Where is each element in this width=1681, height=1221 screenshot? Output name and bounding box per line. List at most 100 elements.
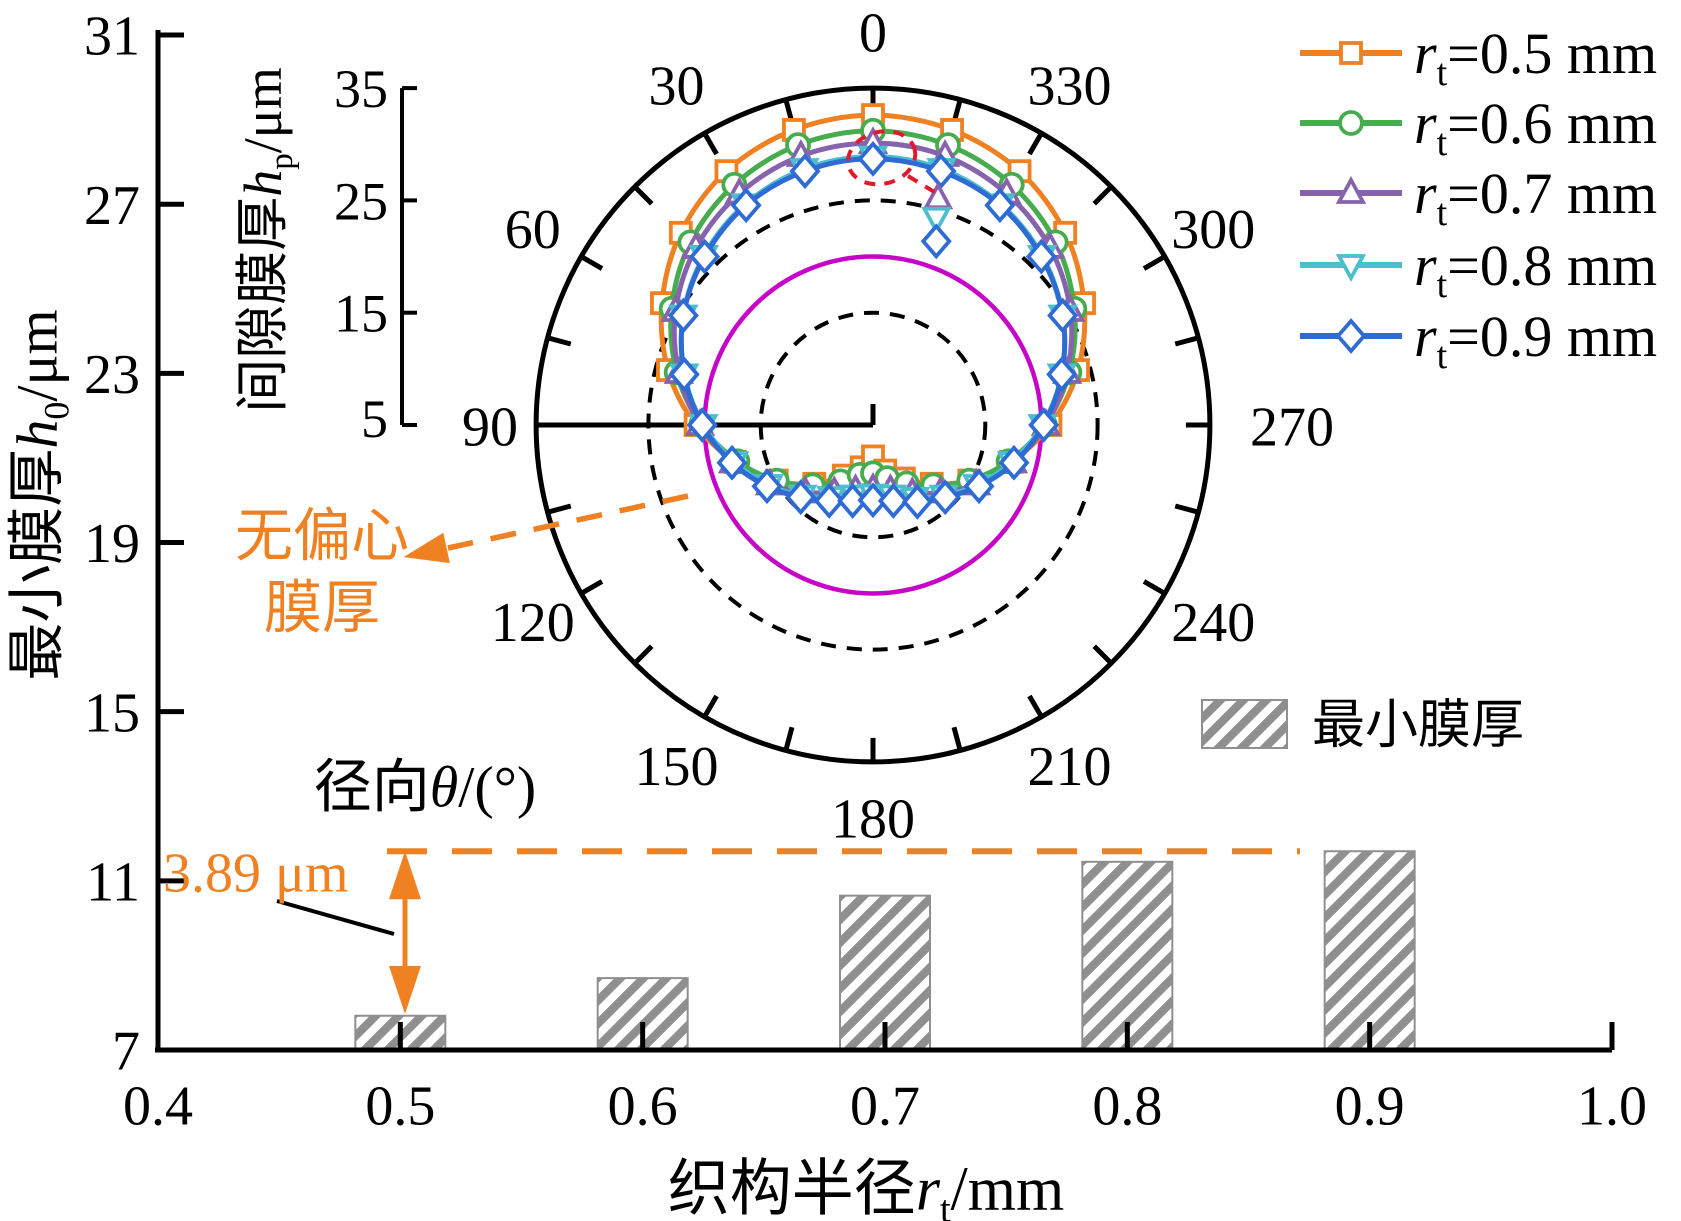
angle-tick-105: [546, 503, 572, 515]
bar-chart: 7 11 15 19 23 27 31 0.4 0.5 0.6 0.7 0.8 0.9 1.0 织构半径rt…: [4, 6, 1647, 1221]
angle-label-150: 150: [635, 736, 719, 798]
marker-diamond: [789, 153, 821, 190]
marker-diamond: [668, 356, 700, 393]
marker-diamond: [689, 238, 721, 275]
legend-marker-triangle-down: [1335, 254, 1367, 282]
no-eccentricity-label-1: 无偏心: [235, 503, 409, 568]
angle-axis-title: 径向θ/(°): [314, 754, 536, 819]
legend-label: rt=0.7 mm: [1414, 161, 1657, 234]
highlight-dashed-circle: [846, 129, 918, 187]
marker-diamond: [686, 407, 718, 443]
marker-diamond: [963, 468, 995, 505]
x-tick-label-1.0: 1.0: [1577, 1076, 1647, 1138]
gap-arrow-head-down: [389, 966, 421, 1014]
angle-label-60: 60: [505, 199, 561, 261]
marker-diamond: [813, 482, 845, 519]
deviation-diamond: [920, 223, 952, 260]
bar-rt-0.7: [838, 894, 931, 1051]
angle-tick-240: [1142, 579, 1167, 596]
angle-label-330: 330: [1027, 55, 1111, 117]
angle-tick-210: [1027, 694, 1044, 719]
legend-marker-diamond: [1335, 318, 1367, 354]
angle-tick-75: [546, 335, 572, 347]
y-tick-label-19: 19: [84, 513, 140, 575]
y-tick-label-11: 11: [86, 851, 140, 913]
marker-diamond: [751, 468, 783, 505]
gap-leader-line: [276, 899, 395, 936]
legend-label: rt=0.5 mm: [1414, 21, 1657, 94]
angle-label-90: 90: [462, 397, 518, 459]
marker-diamond: [857, 482, 889, 519]
x-tick-label-0.6: 0.6: [608, 1076, 678, 1138]
no-eccentricity-label-2: 膜厚: [264, 575, 380, 640]
x-tick-label-0.9: 0.9: [1335, 1076, 1405, 1138]
marker-diamond: [998, 444, 1030, 481]
y-tick-label-7: 7: [112, 1021, 140, 1083]
angle-tick-165: [783, 726, 795, 752]
no-eccentricity-dashed-arrow: [447, 493, 689, 551]
radial-axis: 35 25 15 5 间隙膜厚hp/μm: [233, 59, 417, 449]
x-tick-label-0.7: 0.7: [850, 1076, 920, 1138]
angle-label-240: 240: [1171, 592, 1255, 654]
y-tick-label-31: 31: [84, 6, 140, 68]
angle-tick-45: [633, 185, 654, 206]
marker-diamond: [785, 479, 817, 516]
legend-label: rt=0.6 mm: [1414, 91, 1657, 164]
y-tick-label-15: 15: [84, 682, 140, 744]
legend-entry-0.7mm: rt=0.7 mm: [1300, 161, 1657, 234]
angle-label-0: 0: [859, 3, 887, 65]
legend-entry-0.8mm: rt=0.8 mm: [1300, 233, 1657, 306]
angle-label-270: 270: [1250, 397, 1334, 459]
marker-diamond: [1047, 297, 1079, 334]
series-rt-0.9-mm: [667, 140, 1079, 520]
angle-label-300: 300: [1171, 199, 1255, 261]
angle-label-180: 180: [831, 789, 915, 851]
angle-label-30: 30: [649, 55, 705, 117]
marker-diamond: [1025, 238, 1057, 275]
marker-diamond: [929, 479, 961, 516]
bar-rt-0.9: [1323, 850, 1416, 1051]
marker-diamond: [1028, 407, 1060, 443]
angle-tick-255: [1174, 503, 1200, 515]
angle-tick-225: [1092, 644, 1113, 665]
bar-rt-0.8: [1081, 860, 1174, 1052]
angle-tick-150: [702, 694, 719, 719]
marker-diamond: [1046, 356, 1078, 393]
marker-diamond: [667, 297, 699, 334]
legend-marker-circle: [1338, 110, 1364, 136]
angle-tick-120: [579, 579, 604, 596]
radial-tick-label-25: 25: [334, 171, 388, 231]
y-axis-title: 最小膜厚h0/μm: [4, 309, 76, 680]
deviation-triangle-down: [921, 206, 952, 235]
marker-diamond: [716, 444, 748, 481]
marker-diamond: [901, 483, 933, 520]
angle-tick-285: [1174, 335, 1200, 347]
legend-label: rt=0.9 mm: [1414, 304, 1657, 377]
bar-legend-swatch: [1201, 699, 1288, 749]
angle-tick-315: [1092, 185, 1113, 206]
marker-diamond: [925, 153, 957, 190]
legend-marker-triangle-up: [1335, 176, 1367, 204]
x-tick-label-0.4: 0.4: [123, 1076, 193, 1138]
legend-entry-0.6mm: rt=0.6 mm: [1300, 91, 1657, 164]
marker-diamond: [730, 187, 762, 224]
legend-label: rt=0.8 mm: [1414, 233, 1657, 306]
legend-entry-0.9mm: rt=0.9 mm: [1300, 304, 1657, 377]
x-tick-label-0.5: 0.5: [365, 1076, 435, 1138]
marker-diamond: [857, 140, 889, 177]
legend-entry-0.5mm: rt=0.5 mm: [1300, 21, 1657, 94]
y-tick-label-23: 23: [84, 344, 140, 406]
gap-value-label: 3.89 μm: [163, 843, 349, 905]
gap-arrow-head-up: [389, 851, 421, 900]
radial-tick-label-15: 15: [334, 284, 388, 344]
marker-diamond: [877, 483, 909, 519]
radial-tick-label-35: 35: [334, 59, 388, 119]
x-tick-label-0.8: 0.8: [1092, 1076, 1162, 1138]
highlight-leader-line: [906, 174, 938, 195]
polar-chart: 0 30 60 90 120 150 180 210 240 270 300 330: [462, 3, 1334, 851]
radial-tick-label-5: 5: [361, 389, 388, 449]
marker-diamond: [984, 187, 1016, 224]
